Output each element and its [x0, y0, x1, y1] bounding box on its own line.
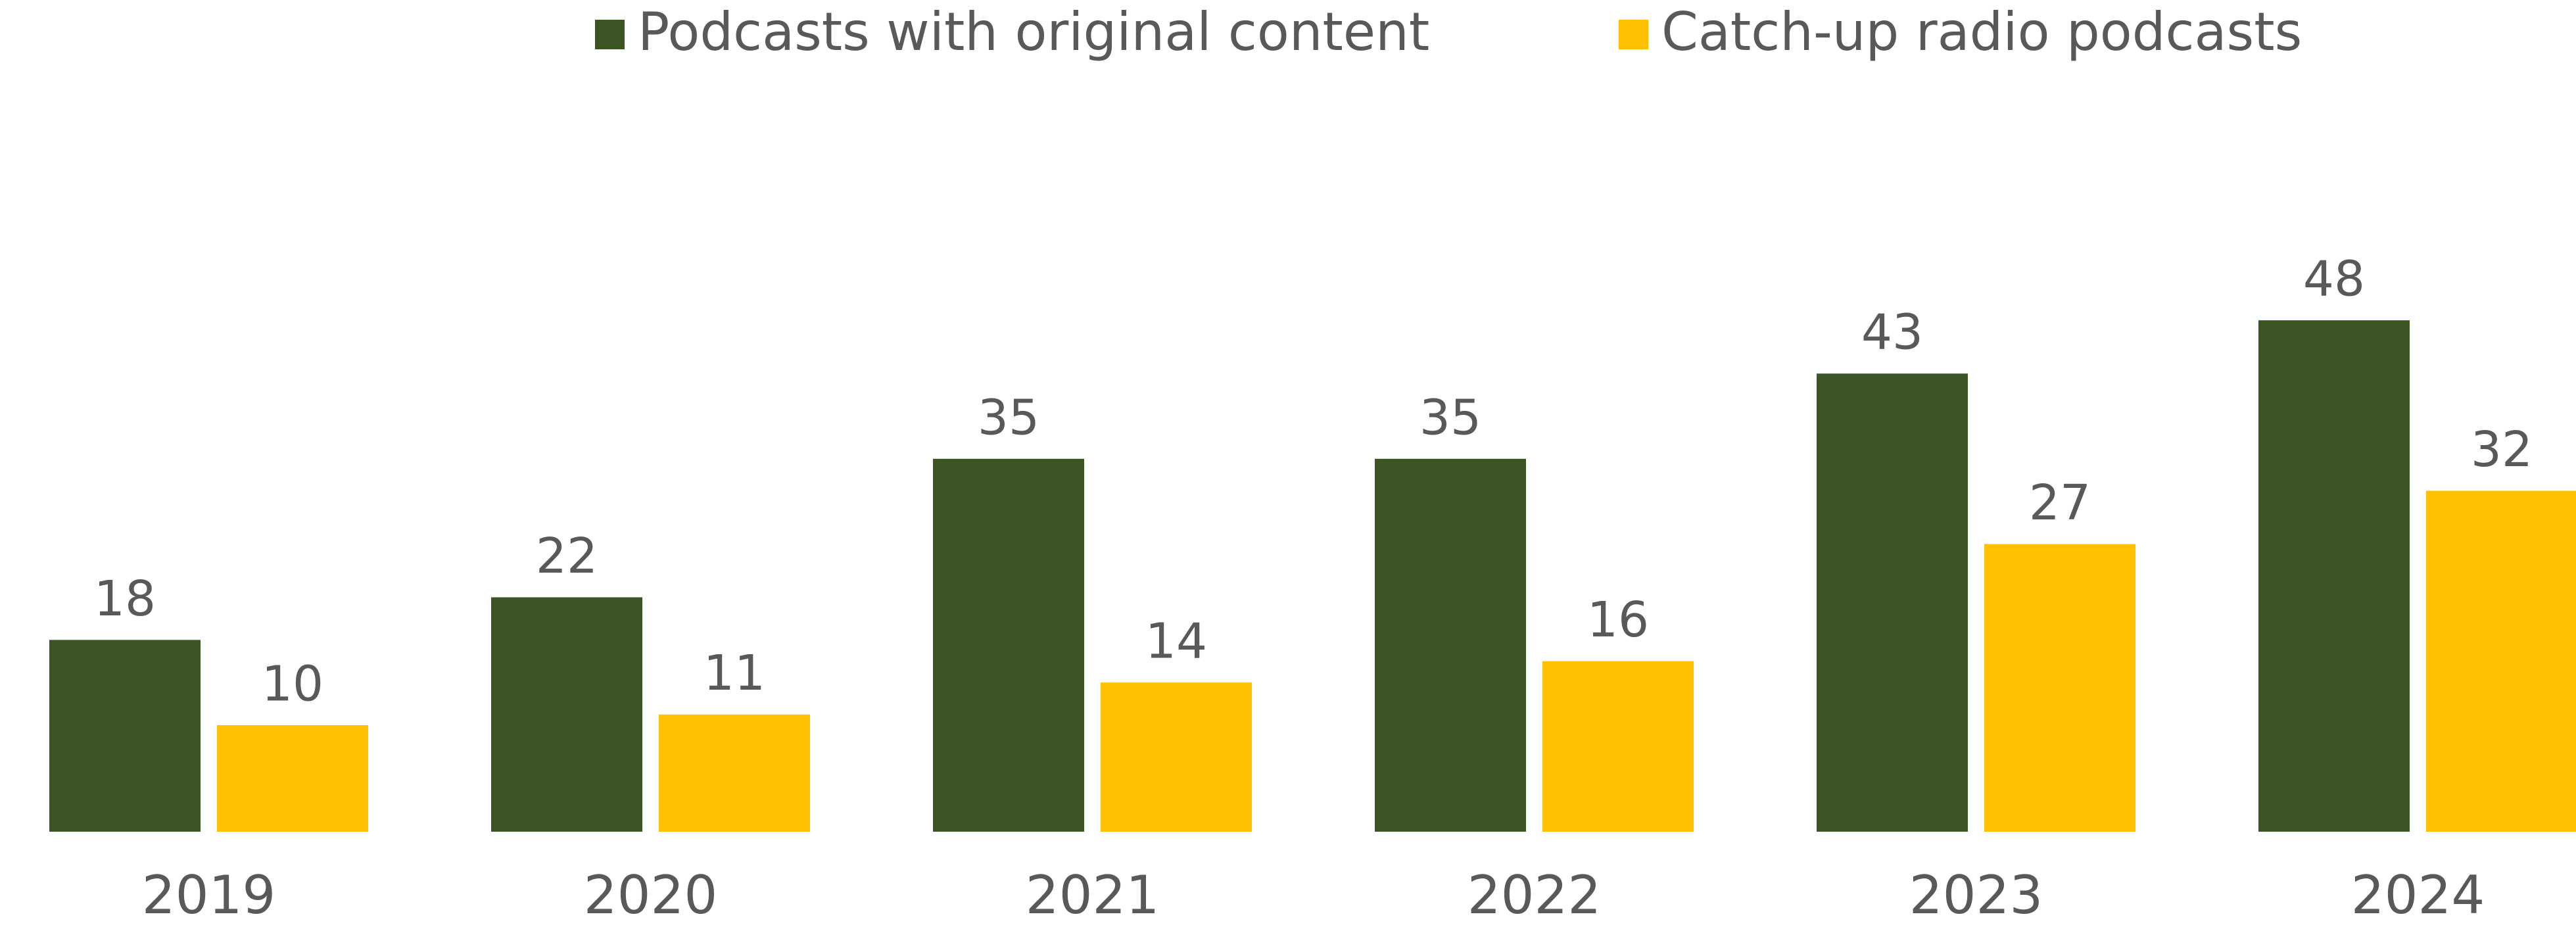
data-label: 22	[536, 528, 598, 584]
legend-label: Catch-up radio podcasts	[1661, 1, 2302, 62]
bar	[49, 640, 201, 832]
bar	[659, 714, 810, 832]
data-label: 27	[2029, 475, 2091, 531]
x-tick-label: 2020	[584, 865, 718, 926]
data-label: 43	[1861, 304, 1923, 361]
data-label: 48	[2303, 251, 2365, 308]
data-label: 16	[1587, 592, 1649, 648]
data-label: 32	[2471, 421, 2533, 478]
data-label: 11	[704, 645, 765, 702]
data-label: 10	[262, 655, 323, 712]
legend-label: Podcasts with original content	[638, 1, 1429, 62]
bar	[1101, 682, 1252, 832]
bar	[2426, 490, 2576, 832]
x-tick-label: 2022	[1467, 865, 1602, 926]
legend-swatch	[1619, 20, 1648, 49]
data-label: 35	[1419, 389, 1481, 446]
bar	[217, 725, 368, 832]
x-tick-label: 2024	[2351, 865, 2485, 926]
bar	[933, 458, 1084, 832]
bar	[1375, 458, 1526, 832]
x-tick-label: 2019	[142, 865, 276, 926]
data-label: 18	[94, 571, 156, 627]
data-label: 14	[1145, 613, 1207, 670]
x-tick-label: 2023	[1909, 865, 2043, 926]
bar	[1817, 373, 1968, 832]
bar	[1542, 661, 1694, 832]
data-label: 35	[978, 389, 1039, 446]
x-tick-label: 2021	[1026, 865, 1160, 926]
bar	[491, 597, 642, 832]
bar	[2258, 320, 2410, 832]
legend-swatch	[595, 20, 625, 49]
bar	[1984, 544, 2135, 832]
